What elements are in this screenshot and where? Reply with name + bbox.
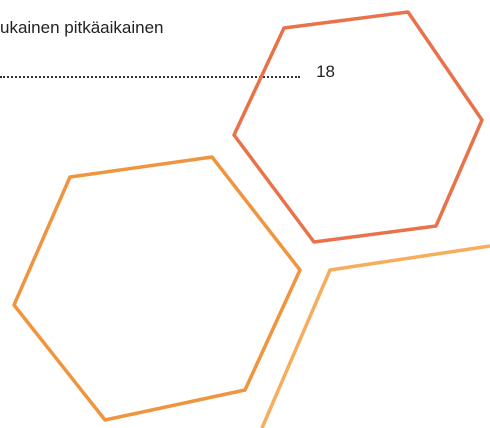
dot-leader [0,76,300,78]
hexagon-orange [12,155,302,422]
toc-entry-line: 18 [0,60,335,84]
toc-entry-text: ukainen pitkäaikainen [0,18,164,37]
hexagon-red [232,10,484,244]
hexagon-partial [260,244,490,428]
toc-page-number: 18 [316,62,335,81]
